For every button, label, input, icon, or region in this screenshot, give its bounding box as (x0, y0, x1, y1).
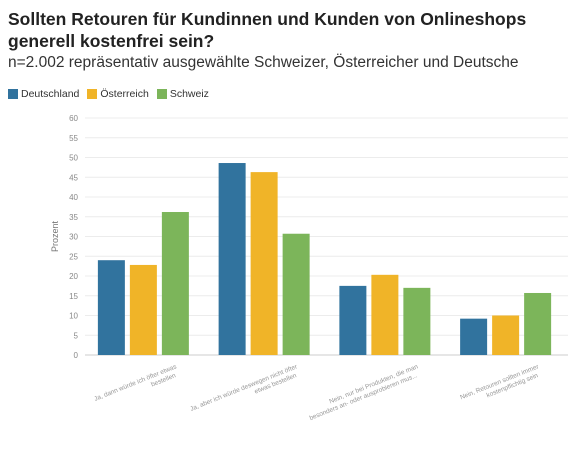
bar-sterreich[interactable] (492, 315, 520, 356)
y-tick-label: 15 (69, 292, 78, 301)
bar-schweiz[interactable] (282, 233, 310, 355)
bar-schweiz[interactable] (403, 287, 431, 355)
y-tick-label: 50 (69, 154, 78, 163)
bar-deutschland[interactable] (339, 285, 367, 355)
bar-deutschland[interactable] (460, 318, 488, 355)
legend-label: Deutschland (21, 88, 80, 100)
legend-swatch (87, 89, 98, 99)
y-tick-label: 20 (69, 272, 78, 281)
y-tick-label: 60 (69, 114, 78, 123)
legend-item-schweiz[interactable]: Schweiz (156, 88, 209, 100)
legend-swatch (156, 89, 167, 99)
y-tick-label: 40 (69, 193, 78, 202)
legend-label: Schweiz (169, 88, 209, 100)
chart-subtitle: n=2.002 repräsentativ ausgewählte Schwei… (8, 54, 519, 71)
bar-deutschland[interactable] (218, 163, 246, 355)
y-tick-label: 45 (69, 173, 78, 182)
y-tick-label: 30 (69, 233, 78, 242)
bar-deutschland[interactable] (97, 260, 125, 355)
bars (97, 163, 552, 356)
y-tick-label: 55 (69, 134, 78, 143)
x-category-label: Nein, nur bei Produkten, die manbesonder… (306, 363, 423, 422)
bar-sterreich[interactable] (250, 172, 278, 355)
legend-label: Österreich (100, 88, 149, 100)
y-tick-label: 5 (74, 331, 79, 340)
y-tick-label: 0 (74, 351, 79, 360)
bar-sterreich[interactable] (371, 274, 399, 355)
legend-item-oesterreich[interactable]: Österreich (87, 88, 149, 100)
x-category-label: Ja, dann würde ich öfter etwasbestellen (93, 363, 181, 410)
bar-schweiz[interactable] (161, 212, 189, 355)
y-tick-label: 10 (69, 312, 78, 321)
chart-title: Sollten Retouren für Kundinnen und Kunde… (8, 9, 527, 51)
bar-schweiz[interactable] (524, 292, 552, 355)
y-tick-label: 35 (69, 213, 78, 222)
bar-sterreich[interactable] (129, 264, 157, 355)
y-tick-label: 25 (69, 252, 78, 261)
legend-item-deutschland[interactable]: Deutschland (8, 88, 79, 100)
legend-swatch (8, 89, 18, 99)
x-category-label: Nein, Retouren sollten immerkostenpflich… (459, 363, 543, 409)
legend: Deutschland Österreich Schweiz (8, 88, 209, 100)
y-axis-ticks: 0 5 10 15 20 25 30 35 40 45 50 55 60 (69, 114, 78, 360)
y-axis-label: Prozent (50, 220, 60, 252)
x-category-label: Ja, aber ich würde deswegen nicht öftere… (189, 363, 302, 420)
x-axis-labels: Ja, dann würde ich öfter etwasbestellen J… (93, 363, 543, 422)
